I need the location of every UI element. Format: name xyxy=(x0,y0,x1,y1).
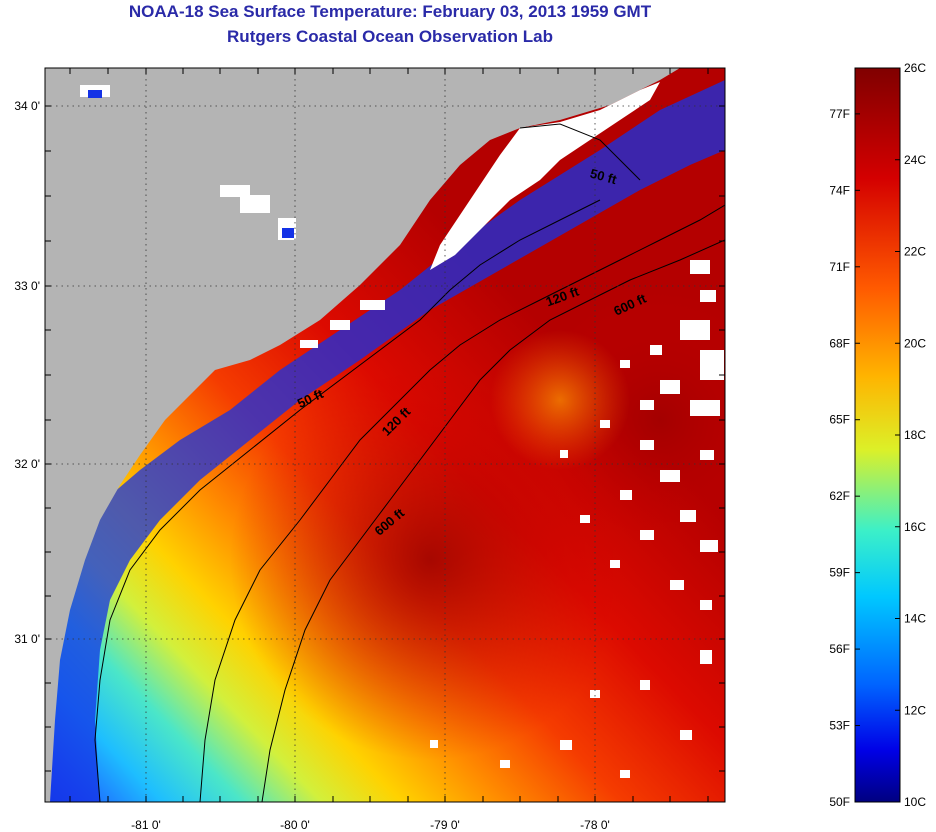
lat-tick-label: 32 0' xyxy=(14,457,40,471)
fahrenheit-label: 59F xyxy=(829,566,850,580)
celsius-label: 20C xyxy=(904,336,926,350)
celsius-label: 18C xyxy=(904,428,926,442)
graticule xyxy=(45,68,725,802)
lat-tick-label: 34 0' xyxy=(14,99,40,113)
nearshore-cold-band xyxy=(45,80,725,802)
color-bar: 77F 74F 71F 68F 65F 62F 59F 56F 53F 50F 26C 24C 22C… xyxy=(829,61,926,809)
isobath-120ft xyxy=(199,204,725,802)
map-area: 50 ft 120 ft 600 ft 50 ft 120 ft 600 ft xyxy=(45,68,725,802)
color-bar-gradient xyxy=(854,67,901,803)
inland-lake xyxy=(282,228,294,238)
isobath-50ft xyxy=(519,123,641,181)
axis-ticks xyxy=(45,68,725,802)
lat-axis: 34 0' 33 0' 32 0' 31 0' xyxy=(14,99,40,646)
celsius-label: 14C xyxy=(904,612,926,626)
celsius-label: 24C xyxy=(904,153,926,167)
lon-tick-label: -80 0' xyxy=(280,818,310,832)
celsius-label: 12C xyxy=(904,703,926,717)
inland-lake xyxy=(88,90,102,98)
isobath-50ft-south xyxy=(94,199,601,802)
map-subtitle: Rutgers Coastal Ocean Observation Lab xyxy=(227,27,553,46)
lat-tick-label: 31 0' xyxy=(14,632,40,646)
lon-tick-label: -78 0' xyxy=(580,818,610,832)
map-title: NOAA-18 Sea Surface Temperature: Februar… xyxy=(128,2,652,21)
map-frame xyxy=(44,67,726,803)
celsius-label: 26C xyxy=(904,61,926,75)
offshore-cloud-pixels xyxy=(430,260,724,778)
isobath-label: 50 ft xyxy=(589,166,619,188)
lat-tick-label: 33 0' xyxy=(14,279,40,293)
isobath-600ft xyxy=(261,239,725,802)
isobath-lines xyxy=(94,123,725,802)
land-mass xyxy=(45,68,680,802)
fahrenheit-label: 68F xyxy=(829,336,850,350)
lon-tick-label: -79 0' xyxy=(430,818,460,832)
fahrenheit-label: 77F xyxy=(829,107,850,121)
celsius-label: 10C xyxy=(904,795,926,809)
fahrenheit-label: 62F xyxy=(829,489,850,503)
fahrenheit-label: 74F xyxy=(829,183,850,197)
celsius-label: 16C xyxy=(904,520,926,534)
fahrenheit-label: 65F xyxy=(829,413,850,427)
fahrenheit-label: 56F xyxy=(829,642,850,656)
celsius-label: 22C xyxy=(904,245,926,259)
lon-axis: -81 0' -80 0' -79 0' -78 0' xyxy=(131,818,610,832)
fahrenheit-label: 53F xyxy=(829,719,850,733)
fahrenheit-label: 50F xyxy=(829,795,850,809)
lon-tick-label: -81 0' xyxy=(131,818,161,832)
fahrenheit-label: 71F xyxy=(829,260,850,274)
